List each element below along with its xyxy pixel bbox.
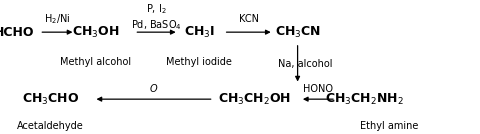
Text: O: O xyxy=(150,84,157,94)
Text: P, I$_2$
Pd, BaSO$_4$: P, I$_2$ Pd, BaSO$_4$ xyxy=(131,2,182,31)
Text: CH$_3$OH: CH$_3$OH xyxy=(72,25,120,40)
Text: KCN: KCN xyxy=(239,14,259,24)
Text: CH$_3$CH$_2$OH: CH$_3$CH$_2$OH xyxy=(218,92,291,107)
Text: HCHO: HCHO xyxy=(0,26,35,39)
Text: CH$_3$I: CH$_3$I xyxy=(184,25,215,40)
Text: CH$_3$CH$_2$NH$_2$: CH$_3$CH$_2$NH$_2$ xyxy=(325,92,404,107)
Text: HONO: HONO xyxy=(303,84,333,94)
Text: Methyl iodide: Methyl iodide xyxy=(166,57,232,67)
Text: CH$_3$CN: CH$_3$CN xyxy=(275,25,321,40)
Text: Acetaldehyde: Acetaldehyde xyxy=(17,121,84,131)
Text: H$_2$/Ni: H$_2$/Ni xyxy=(44,13,71,26)
Text: Ethyl amine: Ethyl amine xyxy=(360,121,418,131)
Text: Na, alcohol: Na, alcohol xyxy=(277,59,332,69)
Text: Methyl alcohol: Methyl alcohol xyxy=(60,57,132,67)
Text: CH$_3$CHO: CH$_3$CHO xyxy=(22,92,79,107)
